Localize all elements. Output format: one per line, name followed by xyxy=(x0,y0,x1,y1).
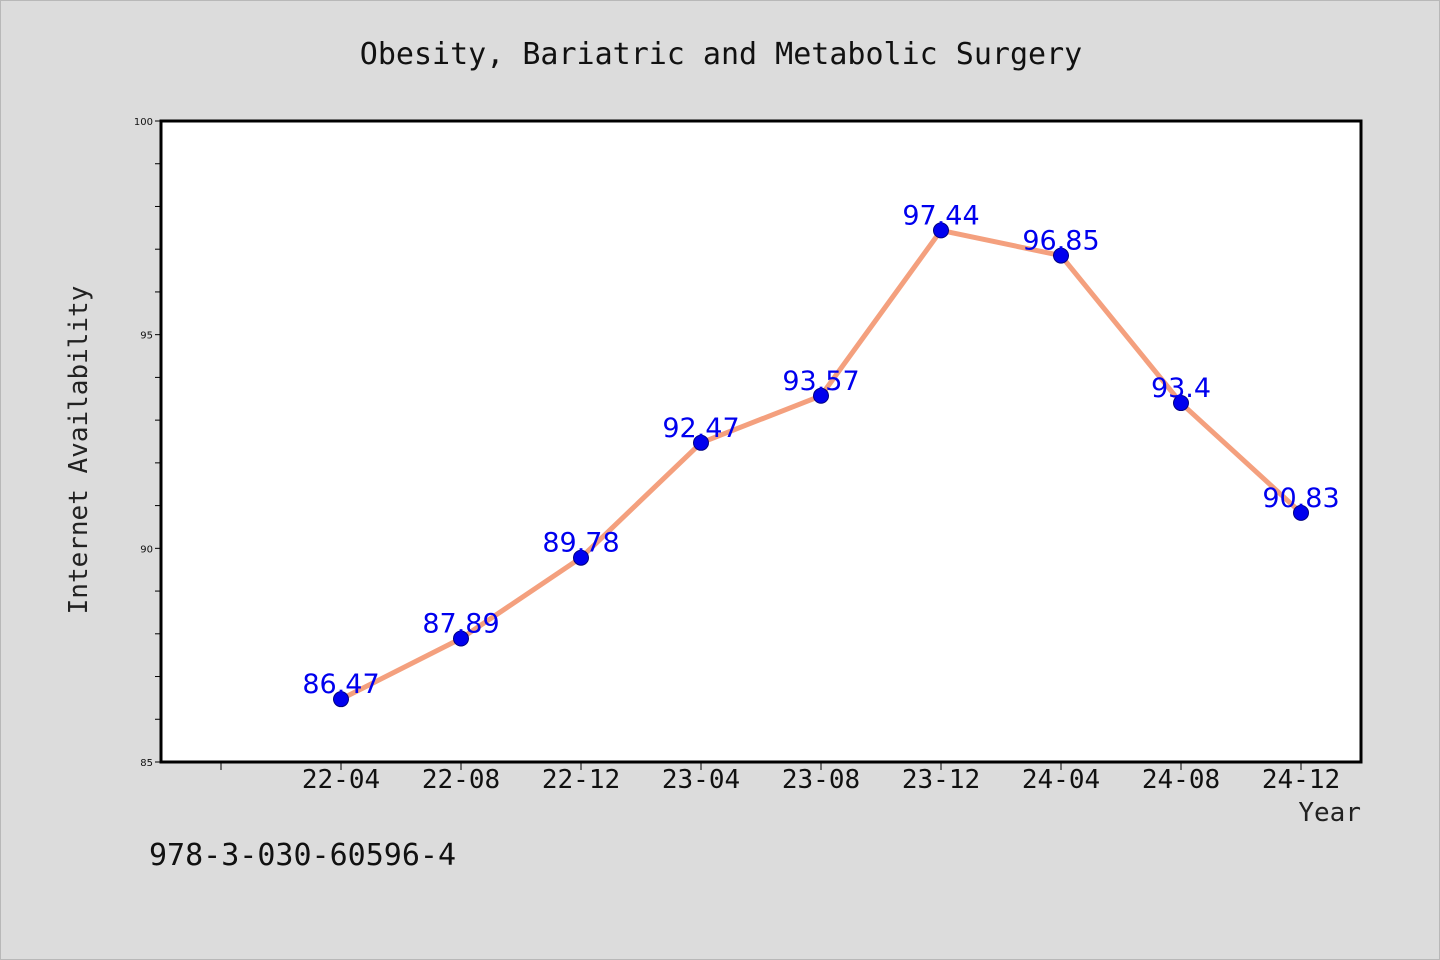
data-point xyxy=(933,222,949,239)
data-point xyxy=(573,549,589,566)
data-point xyxy=(453,630,469,647)
x-tick-label: 22-12 xyxy=(542,765,620,795)
data-label: 87.89 xyxy=(422,609,499,640)
data-point xyxy=(1173,395,1189,412)
x-tick-label: 24-04 xyxy=(1022,765,1100,795)
x-tick-label: 22-04 xyxy=(302,765,380,795)
data-labels: 86.47 87.89 89.78 92.47 93.57 97.44 96.85 93.4 9… xyxy=(302,200,1339,700)
x-tick-label: 24-12 xyxy=(1262,765,1340,795)
isbn-note: 978-3-030-60596-4 xyxy=(149,838,456,873)
data-label: 90.83 xyxy=(1262,483,1339,514)
chart-title: Obesity, Bariatric and Metabolic Surgery xyxy=(360,37,1082,72)
x-tick-label: 23-12 xyxy=(902,765,980,795)
data-label: 93.57 xyxy=(782,366,859,397)
data-point xyxy=(1053,247,1069,264)
x-tick-label: 23-04 xyxy=(662,765,740,795)
data-label: 89.78 xyxy=(542,528,619,559)
data-point xyxy=(333,691,349,708)
x-tick-label: 24-08 xyxy=(1142,765,1220,795)
data-label: 97.44 xyxy=(902,200,979,231)
y-tick-label: 95 xyxy=(140,331,153,342)
x-tick-label: 22-08 xyxy=(422,765,500,795)
data-point xyxy=(813,387,829,404)
data-point xyxy=(693,434,709,451)
y-tick-label: 90 xyxy=(140,544,153,555)
data-label: 92.47 xyxy=(662,413,739,444)
data-label: 93.4 xyxy=(1151,373,1211,404)
data-markers xyxy=(333,222,1309,708)
data-label: 86.47 xyxy=(302,669,379,700)
x-axis-ticks: 22-04 22-08 22-12 23-04 23-08 23-12 24-04 24-08… xyxy=(220,762,1340,795)
y-tick-label: 85 xyxy=(140,758,153,769)
data-label: 96.85 xyxy=(1022,226,1099,257)
y-axis-label: Internet Availability xyxy=(64,286,94,615)
y-tick-label: 100 xyxy=(134,117,153,128)
plot-area xyxy=(159,119,1363,764)
y-axis-ticks: 85 90 95 100 xyxy=(134,117,161,769)
x-tick-label: 23-08 xyxy=(782,765,860,795)
x-axis-label: Year xyxy=(1298,798,1361,828)
data-point xyxy=(1293,504,1309,521)
